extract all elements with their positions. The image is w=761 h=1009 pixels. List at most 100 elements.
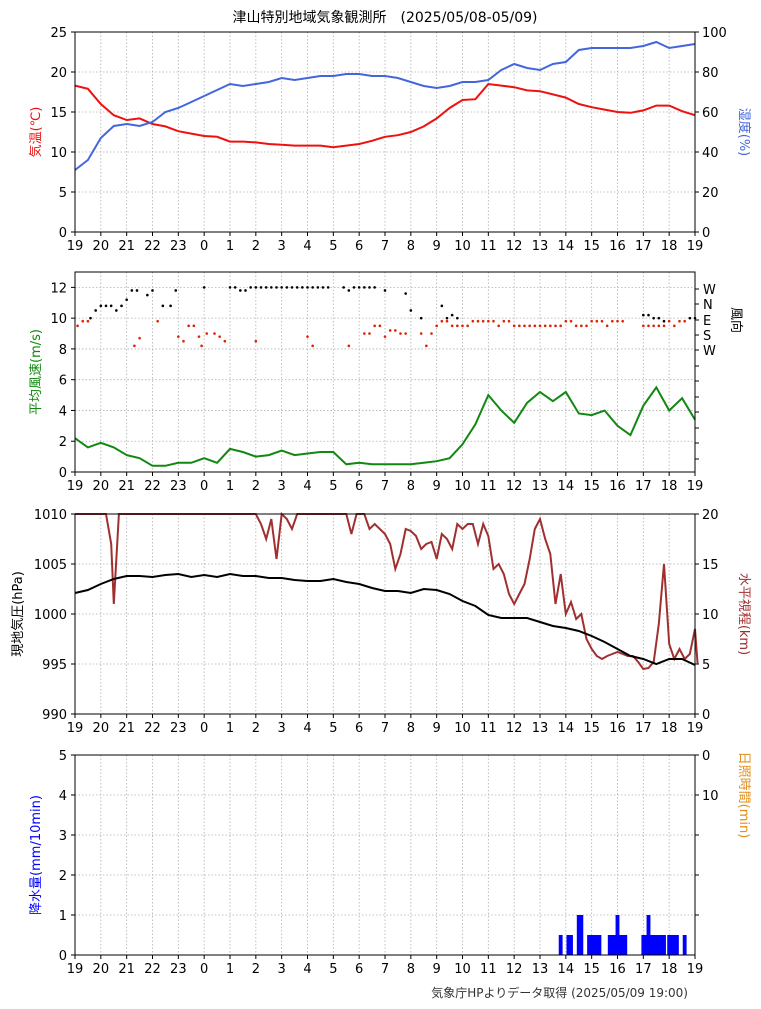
wind-direction-point — [174, 289, 178, 292]
y2-tick-label: 0 — [702, 226, 710, 241]
wind-direction-point — [652, 324, 655, 328]
x-tick-label: 18 — [661, 721, 678, 736]
wind-direction-point — [502, 319, 506, 323]
wind-direction-point — [363, 332, 366, 335]
x-tick-label: 12 — [506, 479, 523, 494]
x-tick-label: 20 — [93, 239, 110, 254]
x-tick-label: 8 — [407, 962, 415, 977]
plot-frame — [74, 271, 696, 473]
wind-direction-point — [177, 335, 180, 338]
wind-direction-point — [301, 286, 304, 289]
wind-direction-point — [264, 286, 268, 289]
precip-bar — [641, 935, 646, 955]
y2-tick-label: S — [703, 329, 711, 344]
x-tick-label: 0 — [200, 721, 208, 736]
wind-direction-point — [213, 332, 216, 335]
wind-direction-point — [662, 324, 666, 328]
wind-direction-point — [538, 324, 542, 328]
x-tick-label: 17 — [635, 479, 652, 494]
wind-direction-point — [673, 324, 676, 328]
precip-bar — [569, 935, 573, 955]
wind-direction-point — [218, 335, 221, 338]
x-tick-label: 22 — [144, 239, 161, 254]
precip-bar — [646, 915, 651, 955]
x-tick-label: 1 — [226, 962, 234, 977]
wind-direction-point — [115, 309, 118, 312]
wind-direction-point — [642, 313, 645, 317]
x-tick-label: 4 — [303, 239, 311, 254]
x-tick-label: 12 — [506, 239, 523, 254]
x-tick-label: 12 — [506, 721, 523, 736]
wind-direction-point — [461, 324, 464, 328]
precip-bar — [615, 915, 620, 955]
y2-tick-label: 60 — [702, 106, 719, 121]
x-tick-label: 14 — [558, 721, 575, 736]
x-tick-label: 0 — [200, 479, 208, 494]
x-tick-label: 23 — [170, 479, 187, 494]
precip-bar — [566, 935, 571, 955]
x-tick-label: 23 — [170, 239, 187, 254]
x-tick-label: 3 — [278, 239, 286, 254]
wind-direction-point — [543, 324, 547, 328]
wind-direction-point — [89, 316, 92, 320]
wind-direction-point — [259, 286, 263, 289]
x-tick-label: 11 — [480, 962, 497, 977]
wind-direction-point — [657, 316, 661, 320]
wind-direction-point — [678, 319, 681, 323]
y2-tick-label: 100 — [702, 26, 727, 41]
y2-tick-label: E — [703, 314, 711, 329]
wind-direction-point — [647, 313, 650, 317]
y-tick-label: 25 — [50, 26, 67, 41]
y2-tick-label: 0 — [702, 708, 710, 723]
x-tick-label: 11 — [480, 239, 497, 254]
wind-direction-point — [440, 304, 444, 308]
precip-bar — [654, 935, 659, 955]
wind-direction-point — [533, 324, 537, 328]
wind-direction-point — [270, 286, 273, 289]
wind-direction-point — [326, 286, 330, 289]
wind-direction-point — [352, 286, 356, 289]
wind-direction-point — [244, 289, 247, 292]
wind-direction-point — [109, 304, 113, 308]
x-tick-label: 5 — [329, 479, 337, 494]
x-tick-label: 20 — [93, 962, 110, 977]
wind-direction-point — [518, 324, 521, 328]
precip-bar — [651, 935, 656, 955]
wind-direction-point — [549, 324, 552, 328]
x-tick-label: 18 — [661, 479, 678, 494]
wind-direction-point — [600, 319, 604, 323]
wind-direction-point — [169, 304, 172, 308]
wind-direction-point — [605, 324, 609, 328]
precip-bar — [649, 935, 654, 955]
y-tick-label: 1000 — [34, 608, 67, 623]
y-tick-label: 990 — [42, 708, 67, 723]
precip-bar — [612, 935, 617, 955]
y-tick-label: 10 — [50, 312, 67, 327]
wind-direction-point — [657, 324, 661, 328]
figure-title: 津山特別地域気象観測所 (2025/05/08-05/09) — [232, 9, 537, 26]
y-tick-label: 5 — [59, 186, 67, 201]
x-tick-label: 19 — [687, 962, 704, 977]
y2-axis-label: 日照時間(min) — [736, 752, 751, 839]
x-tick-label: 19 — [67, 721, 84, 736]
x-tick-label: 14 — [558, 479, 575, 494]
wind-direction-point — [456, 316, 459, 320]
pressure-line — [74, 572, 696, 666]
wind-direction-point — [130, 289, 134, 292]
x-tick-label: 23 — [170, 721, 187, 736]
y-tick-label: 15 — [50, 106, 67, 121]
wind-direction-point — [399, 332, 402, 335]
wind-direction-point — [559, 324, 562, 328]
wind-direction-point — [357, 286, 361, 289]
wind-direction-point — [611, 319, 614, 323]
y-tick-label: 0 — [59, 949, 67, 964]
wind-direction-point — [688, 316, 692, 320]
wind-direction-point — [492, 319, 495, 323]
precip-bar — [587, 935, 592, 955]
y-axis-label: 気温(℃) — [28, 107, 44, 158]
precip-bar — [579, 915, 584, 955]
x-tick-label: 7 — [381, 239, 389, 254]
x-tick-label: 22 — [144, 962, 161, 977]
x-tick-label: 6 — [355, 479, 363, 494]
wind-direction-point — [363, 286, 366, 289]
